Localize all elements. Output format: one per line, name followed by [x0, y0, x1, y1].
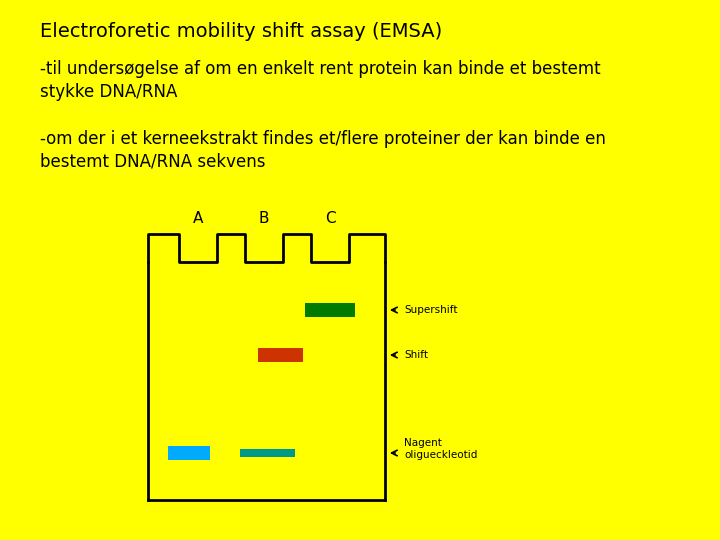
Text: Shift: Shift	[404, 350, 428, 360]
Text: Electroforetic mobility shift assay (EMSA): Electroforetic mobility shift assay (EMS…	[40, 22, 442, 41]
Text: B: B	[258, 211, 269, 226]
Text: -til undersøgelse af om en enkelt rent protein kan binde et bestemt
stykke DNA/R: -til undersøgelse af om en enkelt rent p…	[40, 60, 600, 101]
Text: Supershift: Supershift	[404, 305, 457, 315]
Text: -om der i et kerneekstrakt findes et/flere proteiner der kan binde en
bestemt DN: -om der i et kerneekstrakt findes et/fle…	[40, 130, 606, 171]
Bar	[240, 449, 295, 457]
Bar	[258, 348, 303, 362]
Text: Nagent
oligueckleotid: Nagent oligueckleotid	[404, 438, 477, 460]
Bar	[168, 446, 210, 460]
Bar	[305, 303, 355, 317]
Text: C: C	[325, 211, 336, 226]
Text: A: A	[193, 211, 203, 226]
